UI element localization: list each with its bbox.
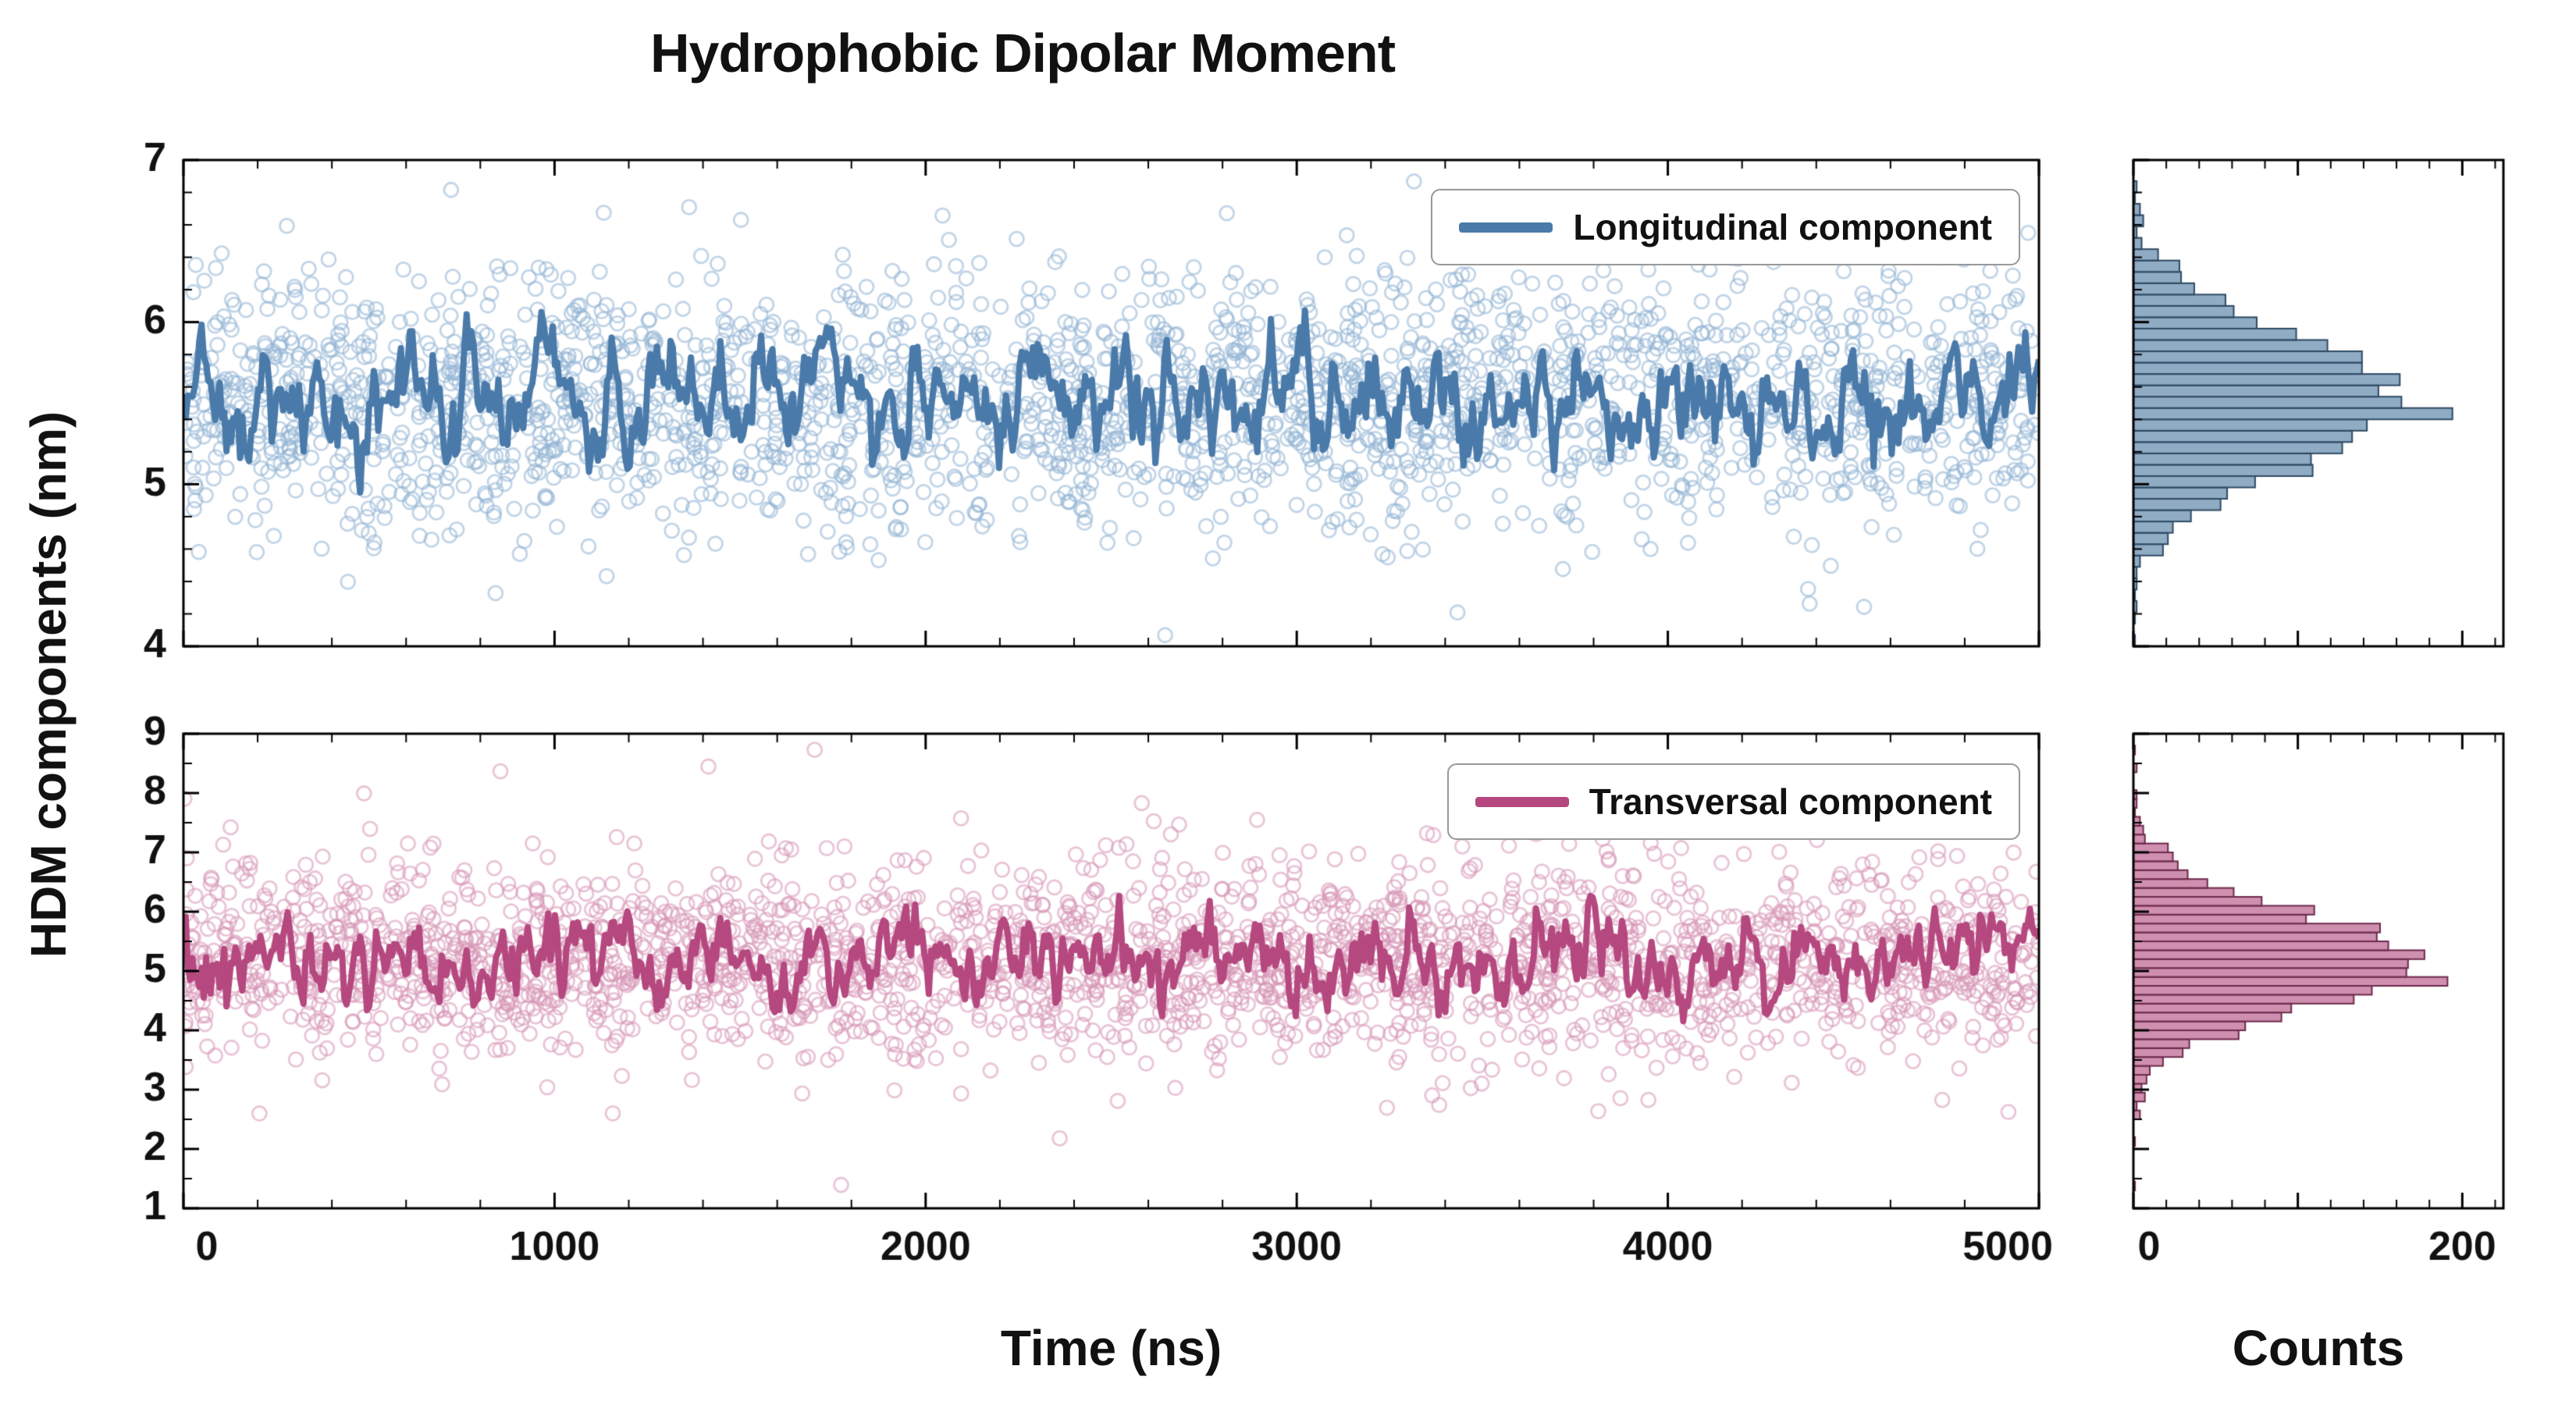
chart-title: Hydrophobic Dipolar Moment <box>650 23 1396 84</box>
x-axis-label: Time (ns) <box>1000 1320 1222 1376</box>
legend-line-swatch-longitudinal <box>1459 222 1553 233</box>
y-axis-label: HDM components (nm) <box>20 411 76 959</box>
counts-axis-label: Counts <box>2232 1320 2405 1376</box>
legend-longitudinal: Longitudinal component <box>1431 189 2020 265</box>
legend-label-longitudinal: Longitudinal component <box>1573 207 1992 247</box>
legend-transversal: Transversal component <box>1446 763 2020 840</box>
legend-label-transversal: Transversal component <box>1589 781 1992 822</box>
legend-line-swatch-transversal <box>1475 796 1569 807</box>
